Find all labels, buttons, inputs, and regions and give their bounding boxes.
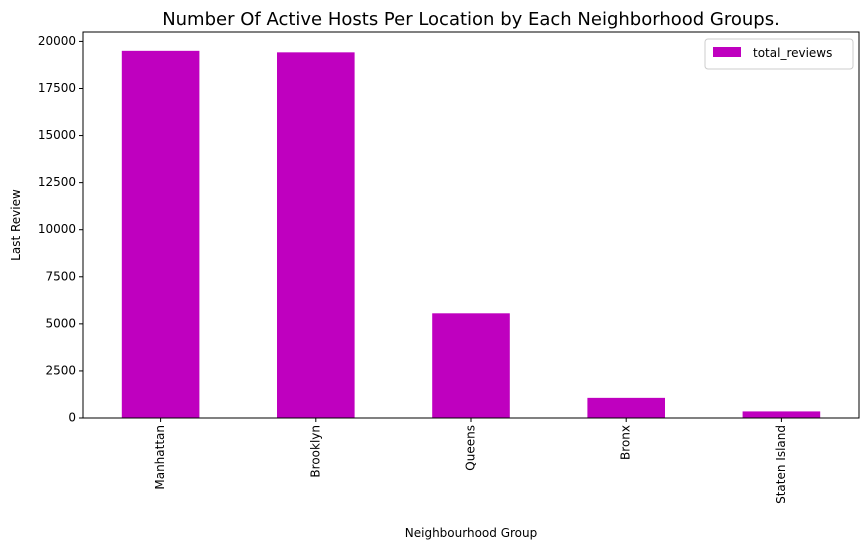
x-tick-label: Staten Island (774, 425, 788, 504)
y-axis-label: Last Review (9, 189, 23, 261)
y-tick-label: 12500 (38, 175, 76, 189)
legend-box (704, 38, 854, 70)
y-tick-label: 2500 (45, 363, 76, 377)
legend: total_reviews (704, 38, 854, 70)
y-tick-label: 10000 (38, 222, 76, 236)
x-tick-label: Brooklyn (308, 425, 322, 478)
legend-swatch (713, 47, 741, 57)
y-tick-label: 0 (68, 411, 76, 425)
plot-area: Manhattan Brooklyn Queens Bronx Staten Islan… (38, 34, 821, 504)
y-tick-label: 7500 (45, 269, 76, 283)
bar-brooklyn (277, 52, 355, 419)
plot-frame (82, 31, 860, 419)
bar-manhattan (121, 50, 200, 418)
x-tick-label: Manhattan (153, 425, 167, 490)
chart-title: Number Of Active Hosts Per Location by E… (162, 9, 780, 30)
bar-bronx (587, 397, 665, 418)
y-tick-label: 15000 (38, 128, 76, 142)
bar-queens (432, 313, 510, 418)
x-tick-label: Queens (464, 425, 478, 471)
y-tick-label: 20000 (38, 34, 76, 48)
bar-staten-island (742, 411, 821, 418)
x-tick-label: Bronx (619, 425, 633, 460)
x-axis-label: Neighbourhood Group (405, 526, 537, 540)
y-tick-label: 5000 (45, 316, 76, 330)
y-tick-label: 17500 (38, 81, 76, 95)
legend-label: total_reviews (753, 46, 832, 60)
